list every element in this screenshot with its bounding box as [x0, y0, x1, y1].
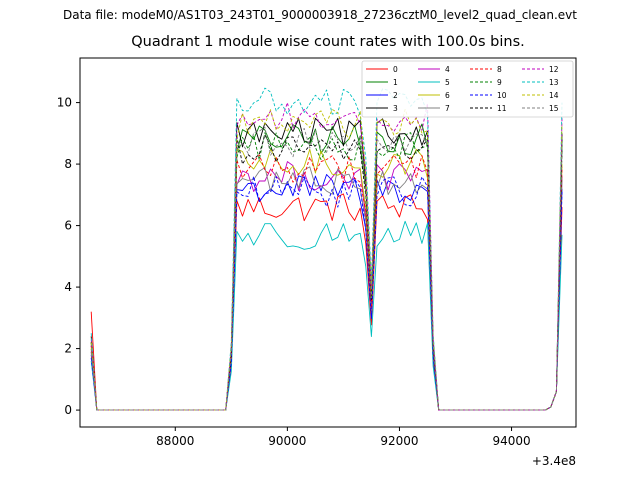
legend-label-10: 10	[497, 91, 507, 100]
y-tick-label: 8	[64, 157, 72, 171]
legend-label-7: 7	[445, 104, 450, 113]
y-tick-label: 4	[64, 280, 72, 294]
legend-label-4: 4	[445, 65, 450, 74]
legend-label-3: 3	[393, 104, 398, 113]
legend-label-12: 12	[549, 65, 559, 74]
legend-label-6: 6	[445, 91, 450, 100]
plot-area	[80, 58, 576, 427]
legend-label-13: 13	[549, 78, 559, 87]
series-line-14	[90, 108, 563, 411]
y-tick-label: 6	[64, 219, 72, 233]
axes-frame	[79, 57, 577, 428]
legend-label-15: 15	[549, 104, 559, 113]
series-layer	[90, 87, 563, 411]
x-offset-label: +3.4e8	[532, 454, 576, 468]
legend-label-5: 5	[445, 78, 450, 87]
x-tick-label: 90000	[268, 434, 306, 448]
legend-label-8: 8	[497, 65, 502, 74]
chart-title: Quadrant 1 module wise count rates with …	[131, 34, 525, 50]
legend-label-1: 1	[393, 78, 398, 87]
x-tick-label: 94000	[492, 434, 530, 448]
x-tick-label: 92000	[380, 434, 418, 448]
legend-label-11: 11	[497, 104, 507, 113]
x-tick-label: 88000	[156, 434, 194, 448]
legend-label-14: 14	[549, 91, 559, 100]
legend-label-0: 0	[393, 65, 398, 74]
y-tick-label: 0	[64, 403, 72, 417]
legend-label-2: 2	[393, 91, 398, 100]
legend-label-9: 9	[497, 78, 502, 87]
series-line-12	[90, 102, 563, 411]
legend-box	[361, 60, 574, 118]
y-tick-label: 2	[64, 342, 72, 356]
y-tick-label: 10	[57, 96, 72, 110]
series-line-15	[90, 126, 563, 411]
figure-suptitle: Data file: modeM0/AS1T03_243T01_90000039…	[63, 8, 577, 22]
